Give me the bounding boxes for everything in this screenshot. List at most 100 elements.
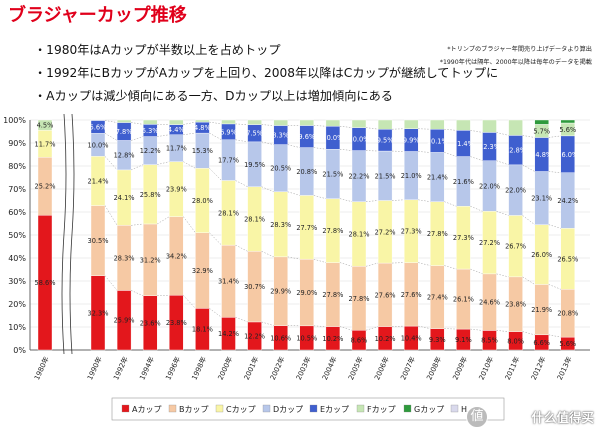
bar-segment <box>456 119 471 131</box>
legend-swatch <box>356 404 365 413</box>
connector-line <box>339 326 353 331</box>
y-tick-label: 100% <box>3 116 26 125</box>
y-tick-label: 40% <box>8 254 26 263</box>
data-label: 12.8% <box>505 147 526 155</box>
connector-line <box>209 121 222 125</box>
data-label: 14.8% <box>531 151 552 159</box>
data-label: 28.0% <box>192 197 213 205</box>
data-label: 9.3% <box>429 336 446 344</box>
bar-segment <box>169 119 184 125</box>
connector-line <box>261 251 274 258</box>
data-label: 24.6% <box>479 299 500 307</box>
data-label: 11.7% <box>166 145 187 153</box>
data-label: 30.5% <box>88 237 109 245</box>
connector-line <box>365 127 379 130</box>
data-label: 5.6% <box>559 126 576 134</box>
connector-line <box>104 205 118 226</box>
data-label: 23.9% <box>166 186 187 194</box>
bar-segment <box>404 119 419 129</box>
connector-line <box>313 325 326 327</box>
connector-line <box>418 151 431 153</box>
connector-line <box>209 132 222 140</box>
data-label: 12.2% <box>244 332 265 340</box>
connector-line <box>104 120 118 123</box>
data-label: 11.4% <box>453 140 474 148</box>
connector-line <box>287 256 300 260</box>
connector-line <box>418 325 431 329</box>
connector-line <box>418 262 431 266</box>
data-label: 26.5% <box>557 255 578 263</box>
data-label: 27.4% <box>427 294 448 302</box>
data-label: 9.6% <box>298 133 315 141</box>
connector-line <box>130 164 144 171</box>
connector-line <box>339 148 353 151</box>
connector-line <box>496 160 509 166</box>
connector-line <box>313 147 326 150</box>
x-tick-label: 1990年 <box>85 355 104 381</box>
connector-line <box>183 216 196 233</box>
x-tick-label: 2003年 <box>294 355 313 381</box>
x-tick-label: 1994年 <box>137 355 156 381</box>
connector-line <box>131 223 144 226</box>
connector-line <box>365 200 379 202</box>
bullet-1: ・1980年はAカップが半数以上を占めトップ <box>34 43 281 57</box>
data-label: 26.0% <box>531 251 552 259</box>
legend <box>111 397 505 421</box>
connector-line <box>470 156 483 161</box>
connector-line <box>522 215 535 225</box>
y-tick-label: 20% <box>8 300 26 309</box>
connector-line <box>313 258 326 263</box>
connector-line <box>157 216 170 225</box>
bullet-3: ・Aカップは減少傾向にある一方、Dカップ以上は増加傾向にある <box>34 89 393 103</box>
connector-line <box>548 334 561 338</box>
legend-label: Gカップ <box>414 405 444 414</box>
data-label: 27.8% <box>322 227 343 235</box>
page-title: ブラジャーカップ推移 <box>8 5 187 26</box>
x-tick-label: 2004年 <box>320 355 339 381</box>
connector-line <box>339 125 353 128</box>
data-label: 31.4% <box>218 278 239 286</box>
x-tick-label: 2010年 <box>477 355 496 381</box>
data-label: 28.1% <box>349 230 370 238</box>
legend-swatch <box>168 404 177 413</box>
connector-line <box>365 326 379 331</box>
legend-label: Eカップ <box>320 405 349 414</box>
data-label: 8.3% <box>272 132 289 140</box>
data-label: 21.4% <box>427 174 448 182</box>
y-tick-label: 50% <box>8 231 26 240</box>
legend-label: Bカップ <box>179 405 209 414</box>
legend-swatch <box>450 404 459 413</box>
data-label: 32.9% <box>192 267 213 275</box>
data-label: 58.6% <box>35 279 56 287</box>
y-tick-label: 10% <box>8 323 26 332</box>
data-label: 23.6% <box>140 319 161 327</box>
bar-segment <box>534 119 549 125</box>
connector-line <box>522 135 535 138</box>
connector-line <box>444 152 457 157</box>
connector-line <box>130 290 144 296</box>
data-label: 21.0% <box>401 172 422 180</box>
connector-line <box>261 321 274 326</box>
connector-line <box>444 201 457 207</box>
connector-line <box>470 328 483 331</box>
legend-swatch <box>262 404 271 413</box>
data-label: 10.2% <box>375 335 396 343</box>
data-label: 20.5% <box>270 165 291 173</box>
bar-segment <box>116 119 132 123</box>
bullet-2: ・1992年にBカップがAカップを上回り、2008年以降はCカップが継続してトッ… <box>34 66 499 80</box>
x-tick-label: 2002年 <box>268 355 287 381</box>
data-label: 25.2% <box>35 183 56 191</box>
data-label: 12.3% <box>479 143 500 151</box>
connector-line <box>444 128 457 131</box>
connector-line <box>444 265 457 270</box>
data-label: 7.5% <box>246 130 263 138</box>
data-label: 17.7% <box>218 157 239 165</box>
data-label: 22.2% <box>349 173 370 181</box>
connector-line <box>548 171 561 173</box>
data-label: 23.1% <box>531 195 552 203</box>
bar-segment <box>273 119 288 126</box>
connector-line <box>470 206 483 212</box>
connector-line <box>235 180 248 187</box>
data-label: 27.8% <box>427 230 448 238</box>
